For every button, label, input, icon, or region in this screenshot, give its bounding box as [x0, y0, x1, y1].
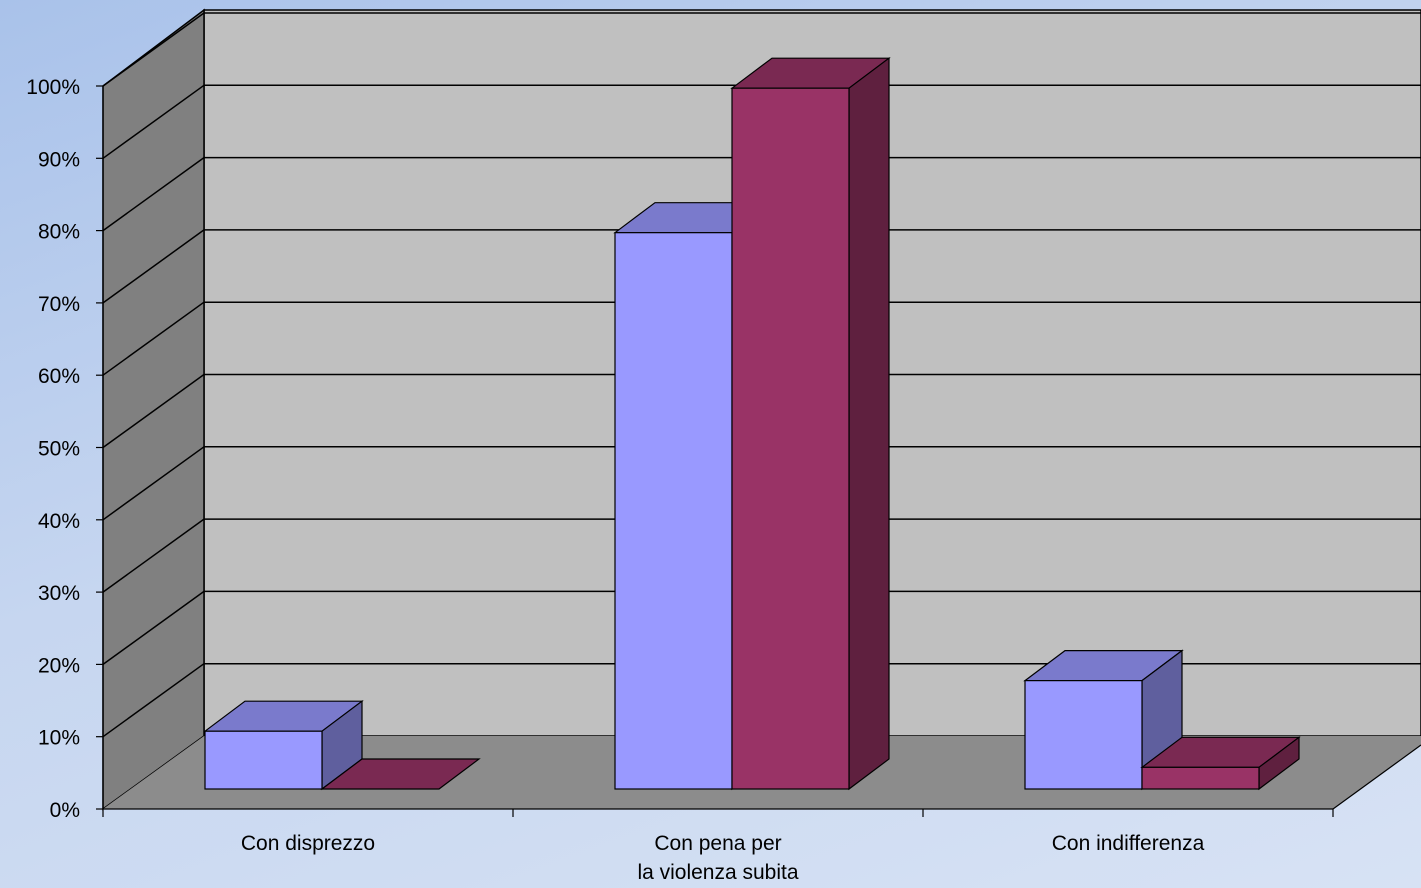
side-wall — [102, 8, 205, 811]
bar — [1140, 736, 1301, 791]
axes — [96, 85, 1334, 817]
y-tick-label: 40% — [38, 510, 80, 533]
gridline-side — [102, 156, 205, 232]
x-category-label: Con pena per la violenza subita — [637, 832, 798, 884]
y-tick-labels: 0% 10% 20% 30% 40% 50% 60% 70% 80% 90% 100% — [26, 76, 80, 822]
bar-front — [731, 87, 850, 790]
bar — [320, 758, 481, 790]
x-category-label-line: la violenza subita — [637, 861, 798, 884]
gridline-side — [102, 229, 205, 304]
gridline-side — [102, 12, 205, 87]
bar-front — [614, 232, 733, 790]
x-category-label-line: Con pena per — [654, 832, 781, 855]
y-tick-label: 10% — [38, 727, 80, 750]
bar-side — [848, 56, 890, 791]
y-tick-label: 90% — [38, 148, 80, 171]
y-tick-label: 80% — [38, 221, 80, 244]
y-tick-label: 60% — [38, 365, 80, 388]
gridline-side — [102, 84, 205, 159]
y-tick-label: 20% — [38, 654, 80, 677]
y-tick-label: 50% — [38, 438, 80, 461]
gridline-side — [102, 518, 205, 593]
bars — [203, 56, 1301, 791]
bar-top — [320, 758, 481, 790]
x-category-label: Con disprezzo — [241, 832, 375, 855]
floor-right-edge — [1332, 744, 1421, 810]
x-category-label-line: Con indifferenza — [1052, 832, 1205, 855]
bar-front — [1141, 766, 1260, 790]
bar-front — [1024, 680, 1143, 790]
gridline-side — [102, 301, 205, 376]
bar-front — [204, 730, 323, 790]
bar — [203, 700, 364, 791]
gridline-side — [102, 663, 205, 738]
x-category-labels: Con disprezzo Con pena per la violenza sub… — [241, 832, 1205, 884]
y-tick-label: 0% — [50, 799, 80, 822]
y-tick-label: 30% — [38, 582, 80, 605]
gridline-side — [102, 446, 205, 521]
x-category-label: Con indifferenza — [1052, 832, 1205, 855]
y-tick-label: 100% — [26, 76, 80, 99]
x-category-label-line: Con disprezzo — [241, 832, 375, 855]
gridline-side — [102, 373, 205, 449]
y-tick-label: 70% — [38, 293, 80, 316]
gridline-side — [102, 590, 205, 666]
bar — [730, 56, 891, 791]
